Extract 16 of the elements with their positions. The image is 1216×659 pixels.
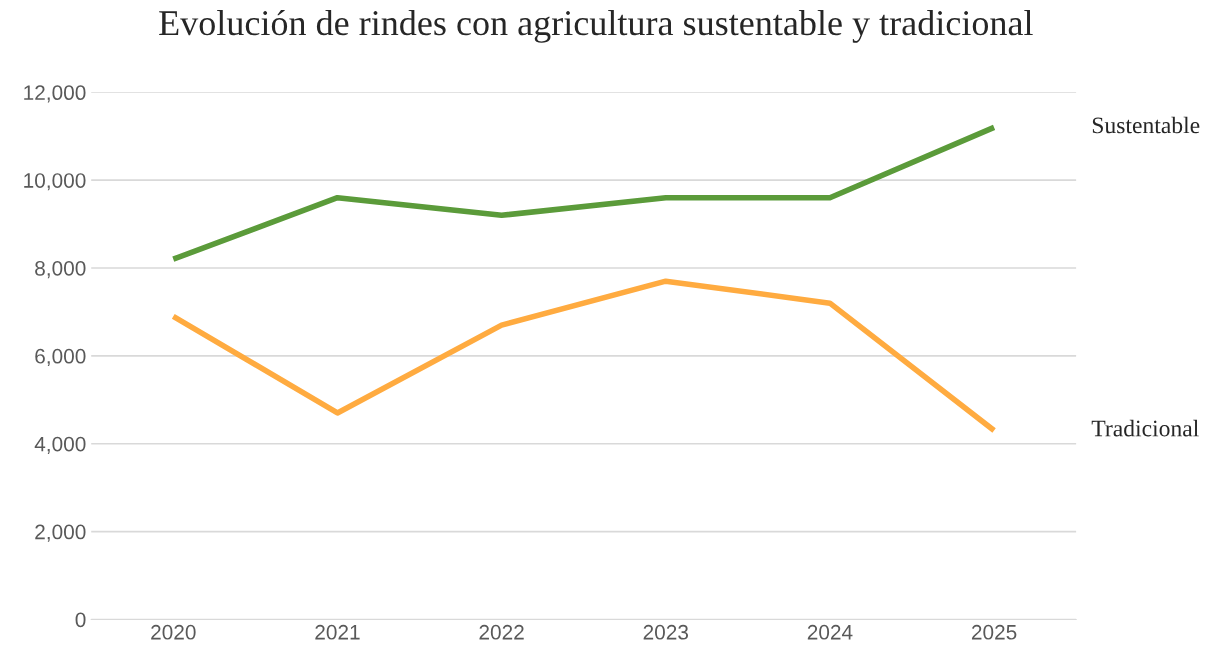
x-tick-label: 2024 (807, 624, 853, 640)
y-tick-label: 6,000 (35, 348, 86, 367)
x-tick-label: 2023 (643, 624, 689, 640)
y-tick-label: 10,000 (24, 173, 86, 191)
y-tick-label: 4,000 (34, 436, 86, 454)
text: Tradicional (1091, 419, 1199, 437)
x-tick-label: 2021 (315, 624, 360, 640)
y-tick-label: 2,000 (35, 524, 86, 542)
y-tick-label: 8,000 (35, 260, 86, 279)
y-tick-label: 0 (75, 612, 86, 628)
x-tick-label: 2025 (971, 624, 1017, 640)
x-tick-label: 2022 (479, 624, 524, 640)
y-tick-label: 12,000 (24, 85, 86, 103)
chart-title: Evolución de rindes con agricultura sustentable y tradicional (159, 9, 1033, 43)
x-tick-label: 2020 (151, 624, 196, 640)
text: Sustentable (1092, 116, 1200, 134)
